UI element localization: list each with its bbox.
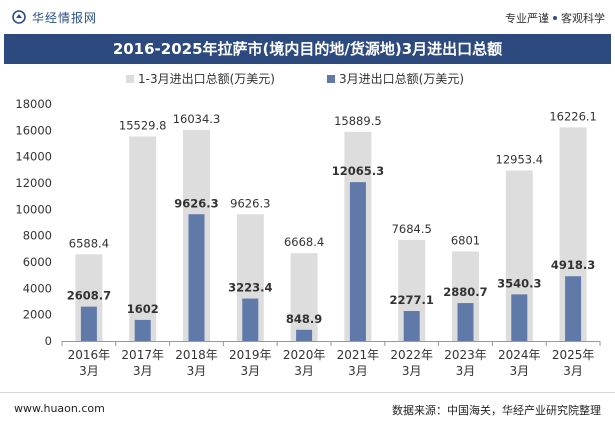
brand-name: 华经情报网 (32, 11, 98, 25)
x-tick-label-year: 2020年 (283, 348, 326, 362)
value-label-march: 3540.3 (497, 276, 541, 290)
x-tick-label-year: 2025年 (552, 348, 595, 362)
value-label-total: 6588.4 (69, 236, 109, 250)
bar-march (349, 182, 366, 341)
value-label-march: 2880.7 (443, 285, 487, 299)
value-label-march: 4918.3 (551, 258, 595, 272)
legend-label-1: 1-3月进出口总额(万美元) (138, 72, 275, 86)
value-label-total: 16034.3 (173, 112, 221, 126)
x-tick-label-month: 3月 (79, 364, 99, 378)
value-label-march: 12065.3 (332, 164, 384, 178)
x-tick-label-year: 2024年 (498, 348, 541, 362)
y-tick-label: 0 (45, 334, 52, 348)
data-source: 数据来源：中国海关，华经产业研究院整理 (392, 404, 601, 417)
site-url: www.huaon.com (14, 402, 105, 415)
value-label-march: 2277.1 (390, 293, 434, 307)
y-tick-label: 6000 (23, 255, 52, 269)
x-tick-label-month: 3月 (133, 364, 153, 378)
bar-total (290, 253, 318, 341)
value-label-march: 9626.3 (174, 196, 218, 210)
x-tick-label-month: 3月 (294, 364, 314, 378)
x-tick-label-month: 3月 (509, 364, 529, 378)
y-tick-label: 2000 (23, 308, 52, 322)
value-label-total: 6801 (451, 233, 480, 247)
y-tick-label: 14000 (15, 150, 52, 164)
y-tick-label: 16000 (15, 123, 52, 137)
value-label-total: 12953.4 (496, 152, 544, 166)
x-tick-label-year: 2021年 (337, 348, 380, 362)
x-tick-label-year: 2023年 (444, 348, 487, 362)
value-label-total: 7684.5 (392, 222, 432, 236)
x-tick-label-year: 2017年 (121, 348, 164, 362)
tagline-left: 专业严谨 (505, 12, 549, 25)
x-tick-label-month: 3月 (563, 364, 583, 378)
value-label-total: 16226.1 (549, 109, 597, 123)
x-tick-label-year: 2022年 (390, 348, 433, 362)
bar-march (188, 214, 205, 341)
value-label-total: 15889.5 (334, 114, 382, 128)
y-tick-label: 12000 (15, 176, 52, 190)
value-label-total: 6668.4 (284, 235, 324, 249)
bar-total (129, 136, 157, 341)
value-label-total: 9626.3 (230, 196, 270, 210)
y-tick-label: 8000 (23, 229, 52, 243)
chart: 1-3月进出口总额(万美元) 3月进出口总额(万美元) 0 2000 4000 6000 8… (15, 72, 601, 378)
separator-dot-icon (553, 16, 557, 20)
bar-march (80, 306, 97, 341)
legend-swatch-1 (126, 75, 134, 83)
value-label-total: 15529.8 (119, 119, 167, 133)
header: 华经情报网 专业严谨 客观科学 (0, 0, 615, 34)
value-label-march: 1602 (127, 302, 159, 316)
tagline-right: 客观科学 (561, 12, 605, 25)
bar-march (242, 298, 259, 341)
y-tick-label: 4000 (23, 281, 52, 295)
bar-march (296, 329, 313, 341)
value-label-march: 2608.7 (67, 289, 111, 303)
x-tick-label-month: 3月 (240, 364, 260, 378)
footer: www.huaon.com 数据来源：中国海关，华经产业研究院整理 (0, 392, 615, 428)
bar-march (403, 311, 420, 341)
value-label-march: 3223.4 (228, 281, 272, 295)
tagline: 专业严谨 客观科学 (505, 10, 605, 26)
bar-march (134, 319, 151, 341)
value-label-march: 848.9 (286, 312, 322, 326)
title-bar: 2016-2025年拉萨市(境内目的地/货源地)3月进出口总额 (4, 34, 611, 64)
bar-march (511, 294, 528, 341)
x-tick-label-month: 3月 (187, 364, 207, 378)
bar-march (457, 303, 474, 341)
x-tick-label-year: 2018年 (175, 348, 218, 362)
legend-label-2: 3月进出口总额(万美元) (339, 72, 464, 86)
x-tick-label-month: 3月 (456, 364, 476, 378)
x-tick-label-year: 2019年 (229, 348, 272, 362)
chart-title: 2016-2025年拉萨市(境内目的地/货源地)3月进出口总额 (112, 40, 503, 58)
y-tick-label: 10000 (15, 202, 52, 216)
x-tick-label-month: 3月 (402, 364, 422, 378)
logo-icon (12, 10, 26, 24)
x-tick-label-year: 2016年 (68, 348, 111, 362)
bar-march (565, 276, 582, 341)
y-tick-label: 18000 (15, 97, 52, 111)
x-tick-label-month: 3月 (348, 364, 368, 378)
legend-swatch-2 (327, 75, 335, 83)
